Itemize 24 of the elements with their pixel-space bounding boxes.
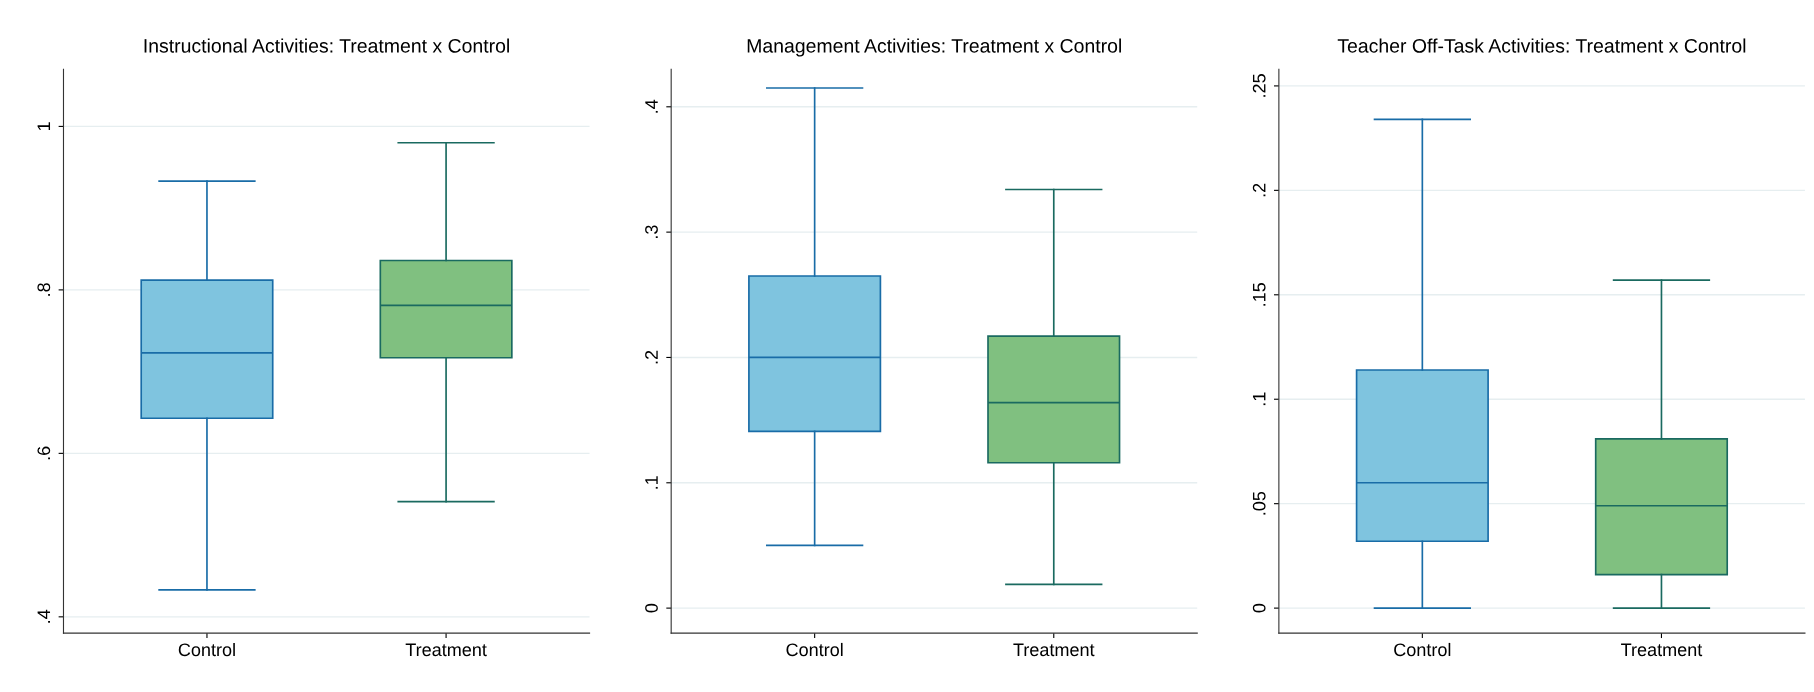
y-tick-label: .1: [645, 476, 658, 489]
chart-title: Management Activities: Treatment x Control: [747, 38, 1121, 57]
chart-title: Instructional Activities: Treatment x Control: [144, 38, 509, 53]
y-tick-label: .6: [37, 446, 51, 460]
y-tick-label: 0: [645, 603, 658, 613]
y-tick-label: .25: [1252, 74, 1266, 97]
y-tick-label: .2: [645, 350, 658, 364]
y-tick-label: .8: [37, 283, 51, 296]
y-tick-label: .1: [1252, 392, 1266, 406]
x-tick-label: Treatment: [1013, 643, 1095, 657]
y-tick-label: 1: [37, 122, 51, 131]
y-tick-label: .4: [37, 609, 51, 623]
x-tick-label: Control: [1394, 642, 1451, 657]
y-tick-label: .3: [645, 225, 658, 239]
chart-title: Teacher Off-Task Activities: Treatment x Control: [1337, 38, 1746, 53]
y-tick-label: .2: [1252, 183, 1266, 197]
x-tick-label: Control: [786, 642, 843, 657]
x-tick-label: Treatment: [405, 643, 487, 657]
y-tick-label: .05: [1252, 491, 1266, 515]
x-tick-label: Treatment: [1621, 643, 1703, 657]
y-tick-label: 0: [1252, 603, 1266, 613]
y-tick-label: .4: [645, 99, 658, 113]
y-tick-label: .15: [1252, 283, 1266, 306]
x-tick-label: Control: [178, 642, 235, 657]
